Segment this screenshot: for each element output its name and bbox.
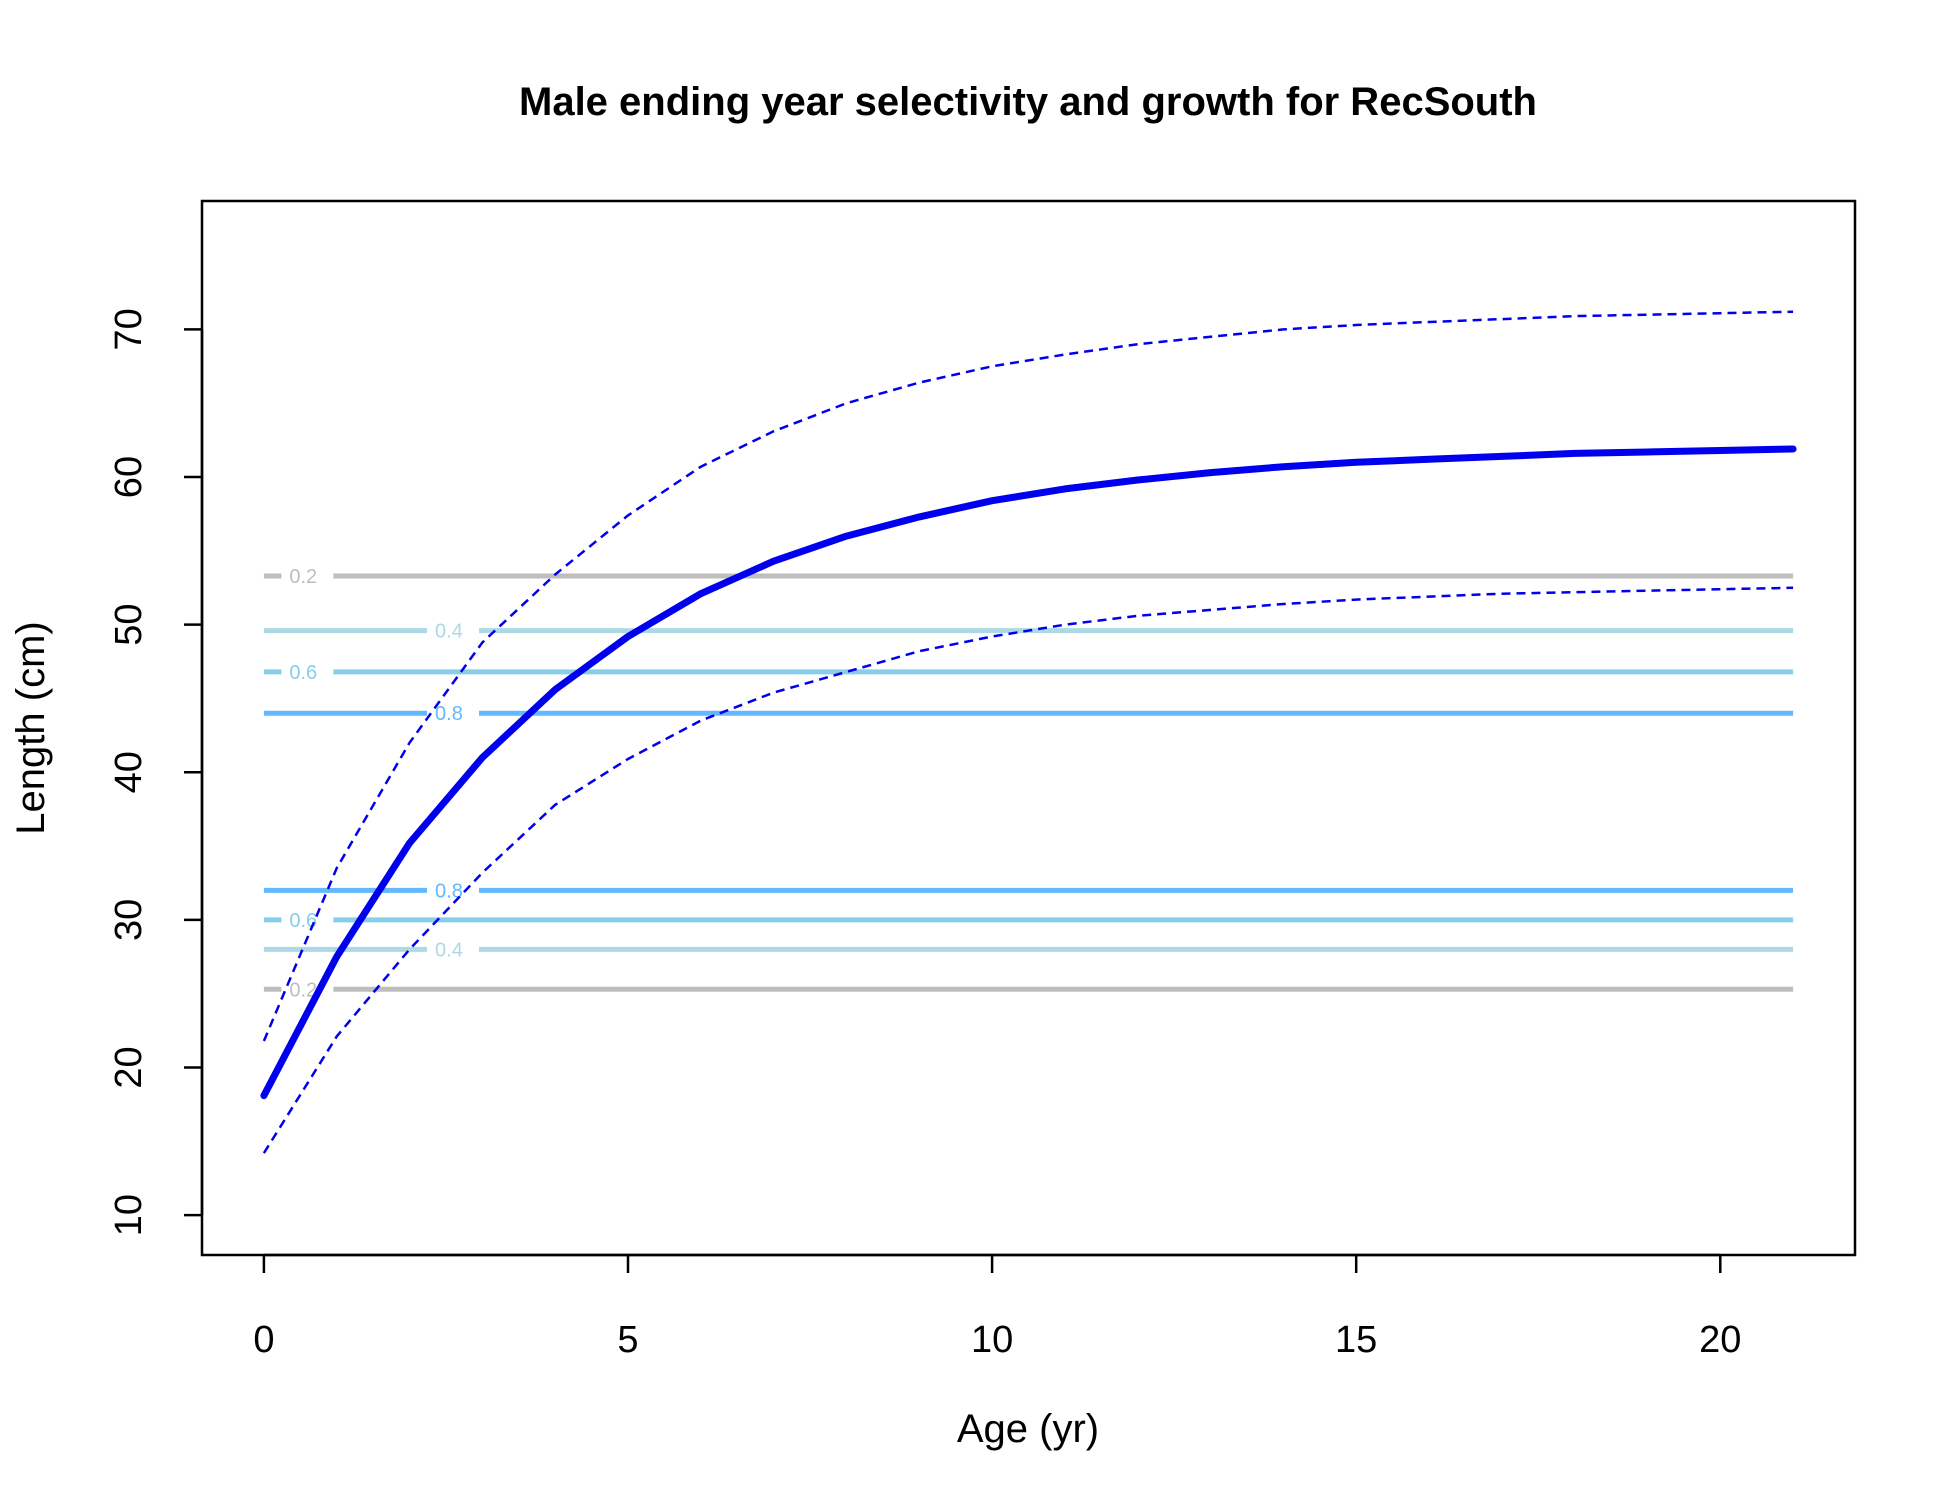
- contour-label-0: 0.2: [289, 566, 317, 588]
- contour-label-7: 0.2: [289, 979, 317, 1001]
- x-tick-label-0: 0: [253, 1319, 274, 1361]
- growth-curves: [260, 310, 1797, 1154]
- y-tick-label-60: 60: [108, 456, 150, 498]
- growth-upper-line: [262, 310, 1794, 1042]
- x-tick-label-10: 10: [971, 1319, 1013, 1361]
- y-tick-label-50: 50: [108, 604, 150, 646]
- y-tick-label-30: 30: [108, 899, 150, 941]
- y-tick-label-10: 10: [108, 1194, 150, 1236]
- selectivity-contours: 0.2 0.4 0.6 0.8 0.8 0.6 0.4 0.2: [263, 566, 1794, 1001]
- y-axis-title: Length (cm): [9, 621, 53, 834]
- x-tick-label-15: 15: [1335, 1319, 1377, 1361]
- x-tick-label-20: 20: [1699, 1319, 1741, 1361]
- contour-label-1: 0.4: [435, 621, 463, 643]
- contour-label-6: 0.4: [435, 939, 463, 961]
- growth-mean-line: [260, 445, 1797, 1100]
- y-tick-label-20: 20: [108, 1046, 150, 1088]
- chart-title: Male ending year selectivity and growth …: [519, 80, 1537, 124]
- y-tick-label-70: 70: [108, 308, 150, 350]
- contour-label-3: 0.8: [435, 703, 463, 725]
- growth-lower-line: [262, 586, 1794, 1154]
- contour-label-5: 0.6: [289, 910, 317, 932]
- y-tick-label-40: 40: [108, 751, 150, 793]
- x-axis-title: Age (yr): [957, 1407, 1099, 1451]
- x-tick-label-5: 5: [617, 1319, 638, 1361]
- x-axis: 0 5 10 15 20: [253, 1253, 1741, 1361]
- y-axis: 10 20 30 40 50 60 70: [108, 308, 204, 1236]
- plot-frame: [200, 199, 1857, 1257]
- contour-label-2: 0.6: [289, 662, 317, 684]
- contour-label-4: 0.8: [435, 880, 463, 902]
